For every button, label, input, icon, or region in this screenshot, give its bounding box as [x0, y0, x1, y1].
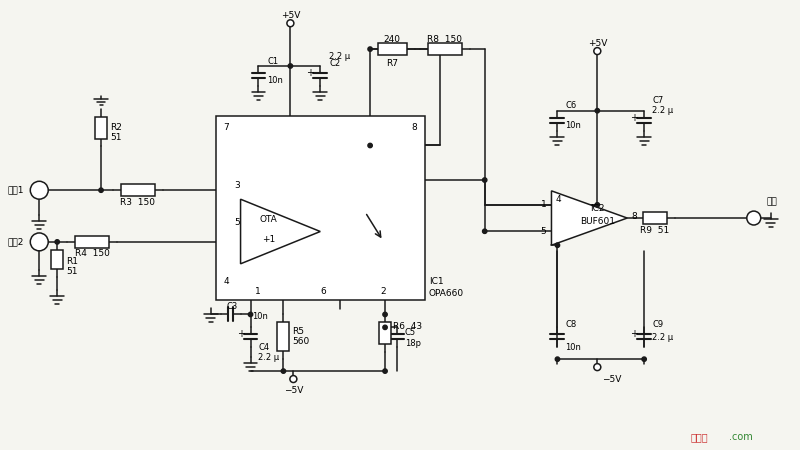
Circle shape: [287, 20, 294, 27]
Bar: [216, 116, 425, 300]
Text: C6: C6: [566, 101, 577, 110]
Polygon shape: [551, 191, 627, 245]
Text: C5: C5: [405, 328, 416, 337]
Text: IC1: IC1: [429, 277, 443, 286]
Text: R9  51: R9 51: [641, 226, 670, 235]
Text: 3: 3: [234, 181, 241, 190]
Text: 5: 5: [234, 218, 241, 227]
Text: 10n: 10n: [566, 343, 582, 352]
Text: +: +: [237, 329, 245, 339]
Text: 8: 8: [411, 123, 417, 132]
Text: C1: C1: [267, 57, 278, 66]
Text: R7: R7: [386, 58, 398, 68]
Text: +: +: [306, 68, 314, 78]
Text: C4: C4: [258, 343, 270, 352]
Circle shape: [368, 47, 372, 51]
Circle shape: [746, 211, 761, 225]
Circle shape: [595, 202, 599, 207]
Text: OPA660: OPA660: [429, 289, 464, 298]
Text: C2: C2: [330, 59, 340, 68]
Circle shape: [383, 312, 387, 317]
Text: 51: 51: [66, 267, 78, 276]
Text: +5V: +5V: [281, 11, 300, 20]
Text: R1: R1: [66, 257, 78, 266]
Text: 240: 240: [383, 35, 401, 44]
Text: 10n: 10n: [253, 312, 268, 321]
Text: OTA: OTA: [259, 215, 278, 224]
Circle shape: [594, 48, 601, 54]
Text: 18p: 18p: [405, 339, 421, 348]
Text: 10n: 10n: [267, 76, 283, 86]
Circle shape: [383, 325, 387, 329]
Circle shape: [288, 64, 293, 68]
Text: R6  43: R6 43: [393, 322, 422, 331]
Text: R5: R5: [292, 327, 304, 336]
Text: 1: 1: [541, 200, 546, 209]
Bar: [121, 184, 155, 196]
Text: 8: 8: [631, 212, 637, 220]
Circle shape: [383, 369, 387, 374]
Circle shape: [482, 178, 487, 182]
Bar: [428, 43, 462, 55]
Text: −5V: −5V: [602, 374, 622, 383]
Circle shape: [30, 233, 48, 251]
Bar: [378, 43, 407, 55]
Text: 4: 4: [555, 195, 561, 204]
Bar: [51, 250, 63, 269]
Circle shape: [642, 357, 646, 361]
Text: 4: 4: [224, 277, 230, 286]
Text: +1: +1: [262, 235, 275, 244]
Text: −5V: −5V: [284, 387, 303, 396]
Circle shape: [282, 369, 286, 374]
Text: R8  150: R8 150: [427, 35, 462, 44]
Text: 输入1: 输入1: [7, 186, 23, 195]
Text: +: +: [630, 112, 638, 123]
Text: R2: R2: [110, 123, 122, 132]
Polygon shape: [241, 199, 320, 264]
Text: 10n: 10n: [566, 121, 582, 130]
Text: C8: C8: [566, 320, 577, 329]
Text: 2.2 μ: 2.2 μ: [330, 52, 350, 61]
Bar: [278, 322, 290, 351]
Text: 6: 6: [320, 287, 326, 296]
Text: 输入2: 输入2: [7, 238, 23, 247]
Text: 560: 560: [292, 337, 310, 346]
Text: 2.2 μ: 2.2 μ: [652, 106, 674, 115]
Text: .com: .com: [729, 432, 753, 442]
Text: 2: 2: [380, 287, 386, 296]
Bar: [379, 322, 391, 344]
Text: C7: C7: [652, 96, 663, 105]
Circle shape: [30, 181, 48, 199]
Text: 5: 5: [541, 227, 546, 236]
Text: C3: C3: [227, 302, 238, 311]
Circle shape: [368, 143, 372, 148]
Bar: [75, 236, 109, 248]
Circle shape: [482, 229, 487, 234]
Bar: [95, 117, 107, 139]
Text: 接线图: 接线图: [690, 432, 708, 442]
Text: 51: 51: [110, 133, 122, 142]
Circle shape: [99, 188, 103, 193]
Circle shape: [248, 312, 253, 317]
Text: 输出: 输出: [766, 198, 777, 207]
Circle shape: [290, 376, 297, 382]
Text: 2.2 μ: 2.2 μ: [258, 353, 280, 362]
Text: R4  150: R4 150: [74, 249, 110, 258]
Text: +5V: +5V: [588, 39, 607, 48]
Text: +: +: [630, 329, 638, 339]
Text: 7: 7: [224, 123, 230, 132]
Text: R3  150: R3 150: [121, 198, 155, 207]
Circle shape: [55, 240, 59, 244]
Text: C9: C9: [652, 320, 663, 329]
Text: 2.2 μ: 2.2 μ: [652, 333, 674, 342]
Circle shape: [555, 357, 560, 361]
Circle shape: [555, 243, 560, 248]
Text: IC2: IC2: [590, 203, 605, 212]
Bar: [643, 212, 667, 224]
Text: 1: 1: [254, 287, 260, 296]
Circle shape: [594, 364, 601, 371]
Text: BUF601: BUF601: [580, 216, 615, 225]
Circle shape: [595, 108, 599, 113]
